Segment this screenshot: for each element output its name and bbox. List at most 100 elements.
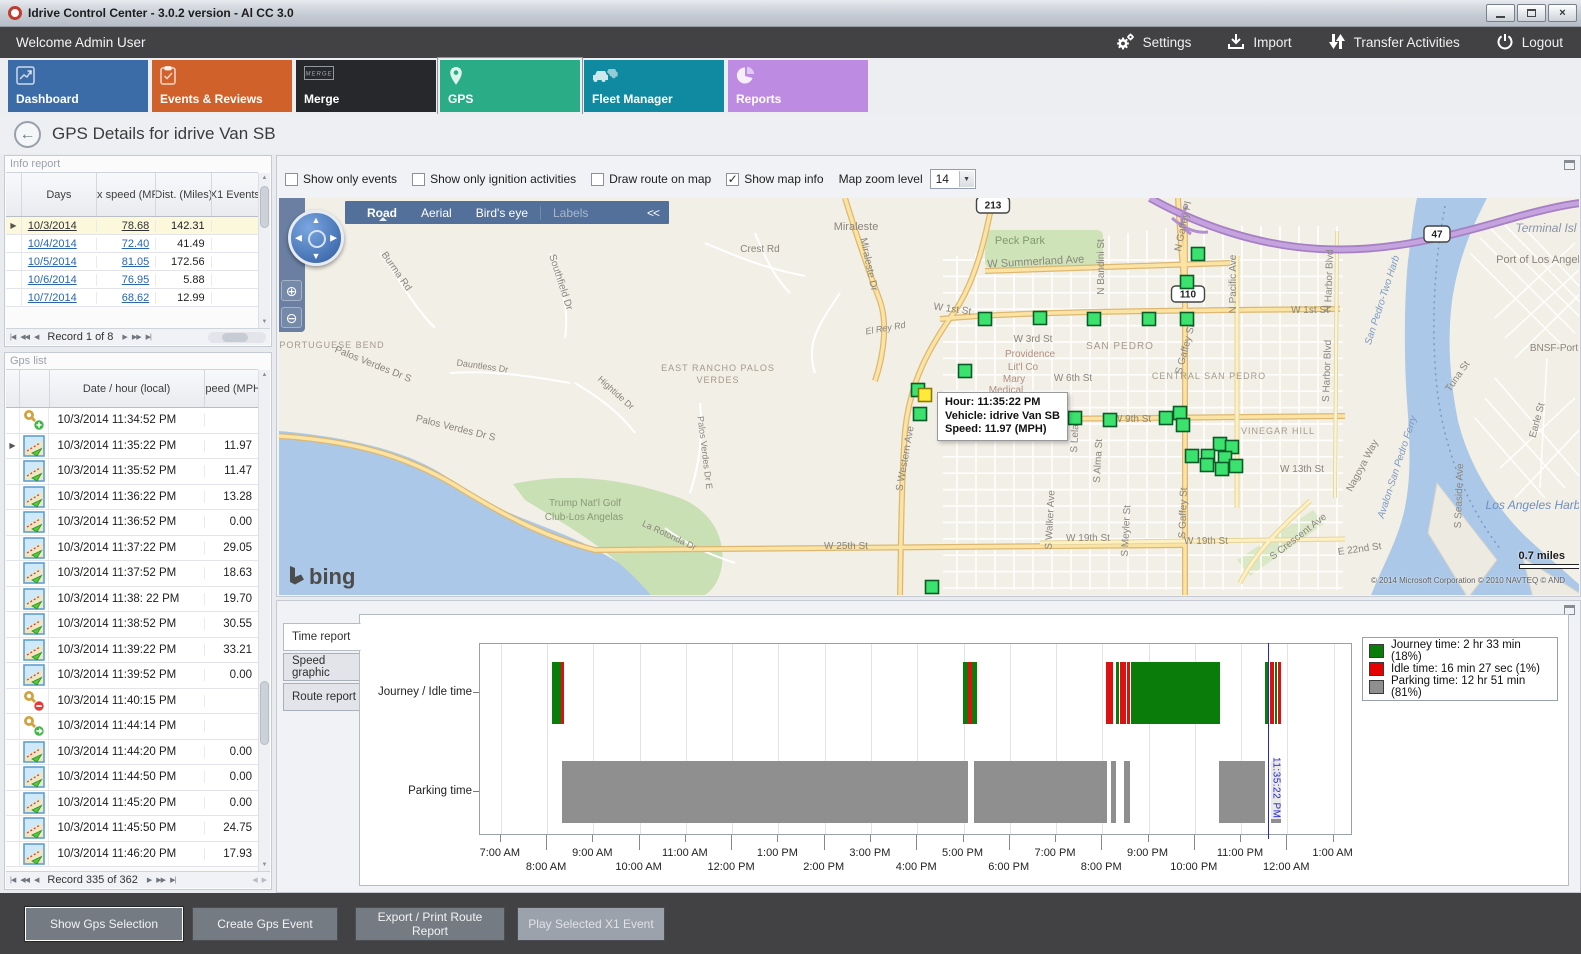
map-tab-road[interactable]: Road bbox=[355, 206, 409, 221]
col-max-speed[interactable]: Max speed (MPH) bbox=[97, 173, 157, 216]
next-record-button[interactable]: ▶ bbox=[146, 877, 152, 884]
info-horizontal-scrollbar[interactable] bbox=[208, 331, 266, 343]
h-scroll-right[interactable]: ▶ bbox=[261, 877, 267, 884]
tab-speed-graphic[interactable]: Speed graphic bbox=[283, 653, 360, 681]
gps-list-row[interactable]: 10/3/2014 11:46:20 PM 17.93 bbox=[6, 841, 258, 867]
nav-tile-events[interactable]: Events & Reviews bbox=[152, 60, 292, 112]
close-button[interactable]: × bbox=[1548, 4, 1577, 22]
gps-marker[interactable] bbox=[977, 311, 993, 327]
nav-tile-fleet[interactable]: Fleet Manager bbox=[584, 60, 724, 112]
first-record-button[interactable]: |◀ bbox=[10, 334, 16, 341]
map-checkbox-show-only-ignition-activities[interactable]: Show only ignition activities bbox=[412, 172, 576, 186]
info-report-row[interactable]: 10/6/2014 76.95 5.88 bbox=[6, 271, 258, 289]
gps-marker[interactable] bbox=[1172, 405, 1188, 421]
gps-list-row[interactable]: ▶ 10/3/2014 11:35:22 PM 11.97 bbox=[6, 433, 258, 459]
last-record-button[interactable]: ▶| bbox=[170, 877, 176, 884]
day-link[interactable]: 10/3/2014 bbox=[27, 219, 77, 232]
info-report-row[interactable]: 10/7/2014 68.62 12.99 bbox=[6, 289, 258, 307]
gps-list-row[interactable]: 10/3/2014 11:44:50 PM 0.00 bbox=[6, 765, 258, 791]
gps-marker-selected[interactable] bbox=[917, 387, 933, 403]
map-compass-control[interactable]: ▲ ▼ ◀ ▶ bbox=[288, 210, 344, 266]
checkbox-unchecked-icon[interactable] bbox=[591, 172, 605, 186]
day-link-cell[interactable]: 10/3/2014 bbox=[22, 219, 97, 232]
gps-marker[interactable] bbox=[1086, 311, 1102, 327]
maximize-button[interactable] bbox=[1517, 4, 1546, 22]
max-speed-link[interactable]: 68.62 bbox=[121, 291, 150, 304]
gps-marker[interactable] bbox=[1214, 461, 1230, 477]
map-checkbox-draw-route-on-map[interactable]: Draw route on map bbox=[591, 172, 711, 186]
info-report-row[interactable]: 10/4/2014 72.40 41.49 bbox=[6, 235, 258, 253]
max-speed-link[interactable]: 72.40 bbox=[121, 237, 150, 250]
first-record-button[interactable]: |◀ bbox=[10, 877, 16, 884]
gps-marker[interactable] bbox=[1212, 436, 1228, 452]
maximize-chart-panel-icon[interactable] bbox=[1564, 605, 1575, 615]
gps-marker[interactable] bbox=[957, 363, 973, 379]
gps-list-row[interactable]: 10/3/2014 11:38: 22 PM 19.70 bbox=[6, 586, 258, 612]
day-link-cell[interactable]: 10/5/2014 bbox=[22, 255, 97, 268]
nav-tile-merge[interactable]: MERGE Merge bbox=[296, 60, 436, 112]
pan-down-icon[interactable]: ▼ bbox=[311, 251, 321, 261]
create-gps-event-button[interactable]: Create Gps Event bbox=[192, 907, 338, 941]
day-link-cell[interactable]: 10/6/2014 bbox=[22, 273, 97, 286]
h-scroll-left[interactable]: ◀ bbox=[252, 877, 257, 884]
settings-button[interactable]: Settings bbox=[1115, 33, 1191, 53]
day-link[interactable]: 10/4/2014 bbox=[27, 237, 77, 250]
gps-list-row[interactable]: 10/3/2014 11:38:52 PM 30.55 bbox=[6, 612, 258, 638]
max-speed-cell[interactable]: 81.05 bbox=[97, 255, 157, 268]
gps-list-row[interactable]: 10/3/2014 11:45:20 PM 0.00 bbox=[6, 790, 258, 816]
gps-marker[interactable] bbox=[1179, 274, 1195, 290]
maximize-map-panel-icon[interactable] bbox=[1564, 160, 1575, 170]
gps-marker[interactable] bbox=[1175, 417, 1191, 433]
max-speed-cell[interactable]: 72.40 bbox=[97, 237, 157, 250]
logout-button[interactable]: Logout bbox=[1496, 33, 1563, 53]
import-button[interactable]: Import bbox=[1227, 33, 1292, 53]
nav-tile-gps[interactable]: GPS bbox=[440, 60, 580, 112]
gps-list-row[interactable]: 10/3/2014 11:44:14 PM bbox=[6, 714, 258, 740]
pan-left-icon[interactable]: ◀ bbox=[295, 232, 302, 243]
gps-list-row[interactable]: 10/3/2014 11:36:22 PM 13.28 bbox=[6, 484, 258, 510]
map-tab-aerial[interactable]: Aerial bbox=[421, 205, 452, 220]
info-report-scrollbar[interactable]: ▲ ▼ bbox=[258, 173, 270, 328]
day-link-cell[interactable]: 10/4/2014 bbox=[22, 237, 97, 250]
map-tab-labels[interactable]: Labels bbox=[540, 205, 600, 220]
checkbox-unchecked-icon[interactable] bbox=[412, 172, 426, 186]
max-speed-link[interactable]: 78.68 bbox=[121, 219, 150, 232]
gps-marker[interactable] bbox=[924, 579, 940, 595]
gps-marker[interactable] bbox=[1190, 246, 1206, 262]
back-button[interactable]: ← bbox=[14, 121, 41, 148]
prev-record-button[interactable]: ◀ bbox=[33, 877, 39, 884]
next-page-button[interactable]: ▶▶ bbox=[156, 877, 166, 884]
tab-time-report[interactable]: Time report bbox=[283, 623, 361, 651]
map-zoom-level-select[interactable]: 14 ▼ bbox=[929, 169, 976, 189]
gps-list-row[interactable]: 10/3/2014 11:40:15 PM bbox=[6, 688, 258, 714]
prev-record-button[interactable]: ◀ bbox=[33, 334, 39, 341]
col-dist[interactable]: Dist. (Miles) bbox=[156, 173, 212, 216]
nav-tile-dashboard[interactable]: Dashboard bbox=[8, 60, 148, 112]
play-selected-x1-event-button[interactable]: Play Selected X1 Event bbox=[517, 907, 665, 941]
max-speed-link[interactable]: 81.05 bbox=[121, 255, 150, 268]
gps-list-row[interactable]: 10/3/2014 11:34:52 PM bbox=[6, 408, 258, 434]
gps-marker[interactable] bbox=[1179, 311, 1195, 327]
col-speed[interactable]: Speed (MPH) bbox=[205, 382, 258, 395]
gps-list-row[interactable]: 10/3/2014 11:39:22 PM 33.21 bbox=[6, 637, 258, 663]
show-gps-selection-button[interactable]: Show Gps Selection bbox=[25, 907, 183, 941]
prev-page-button[interactable]: ◀◀ bbox=[20, 334, 30, 341]
zoom-in-icon[interactable]: ⊕ bbox=[281, 280, 302, 301]
gps-marker[interactable] bbox=[1158, 410, 1174, 426]
col-x1-events[interactable]: X1 Events bbox=[211, 188, 259, 201]
day-link[interactable]: 10/6/2014 bbox=[27, 273, 77, 286]
day-link-cell[interactable]: 10/7/2014 bbox=[22, 291, 97, 304]
gps-list-row[interactable]: 10/3/2014 11:37:22 PM 29.05 bbox=[6, 535, 258, 561]
max-speed-cell[interactable]: 68.62 bbox=[97, 291, 157, 304]
day-link[interactable]: 10/5/2014 bbox=[27, 255, 77, 268]
gps-list-row[interactable]: 10/3/2014 11:35:52 PM 11.47 bbox=[6, 459, 258, 485]
next-page-button[interactable]: ▶▶ bbox=[131, 334, 142, 341]
max-speed-cell[interactable]: 78.68 bbox=[97, 219, 157, 232]
max-speed-link[interactable]: 76.95 bbox=[121, 273, 150, 286]
info-report-row[interactable]: ▶ 10/3/2014 78.68 142.31 bbox=[6, 217, 258, 235]
gps-marker[interactable] bbox=[1141, 311, 1157, 327]
next-record-button[interactable]: ▶ bbox=[122, 334, 127, 341]
nav-tile-reports[interactable]: Reports bbox=[728, 60, 868, 112]
zoom-out-icon[interactable]: ⊖ bbox=[281, 307, 302, 328]
gps-list-scrollbar[interactable]: ▲ ▼ bbox=[258, 370, 270, 871]
